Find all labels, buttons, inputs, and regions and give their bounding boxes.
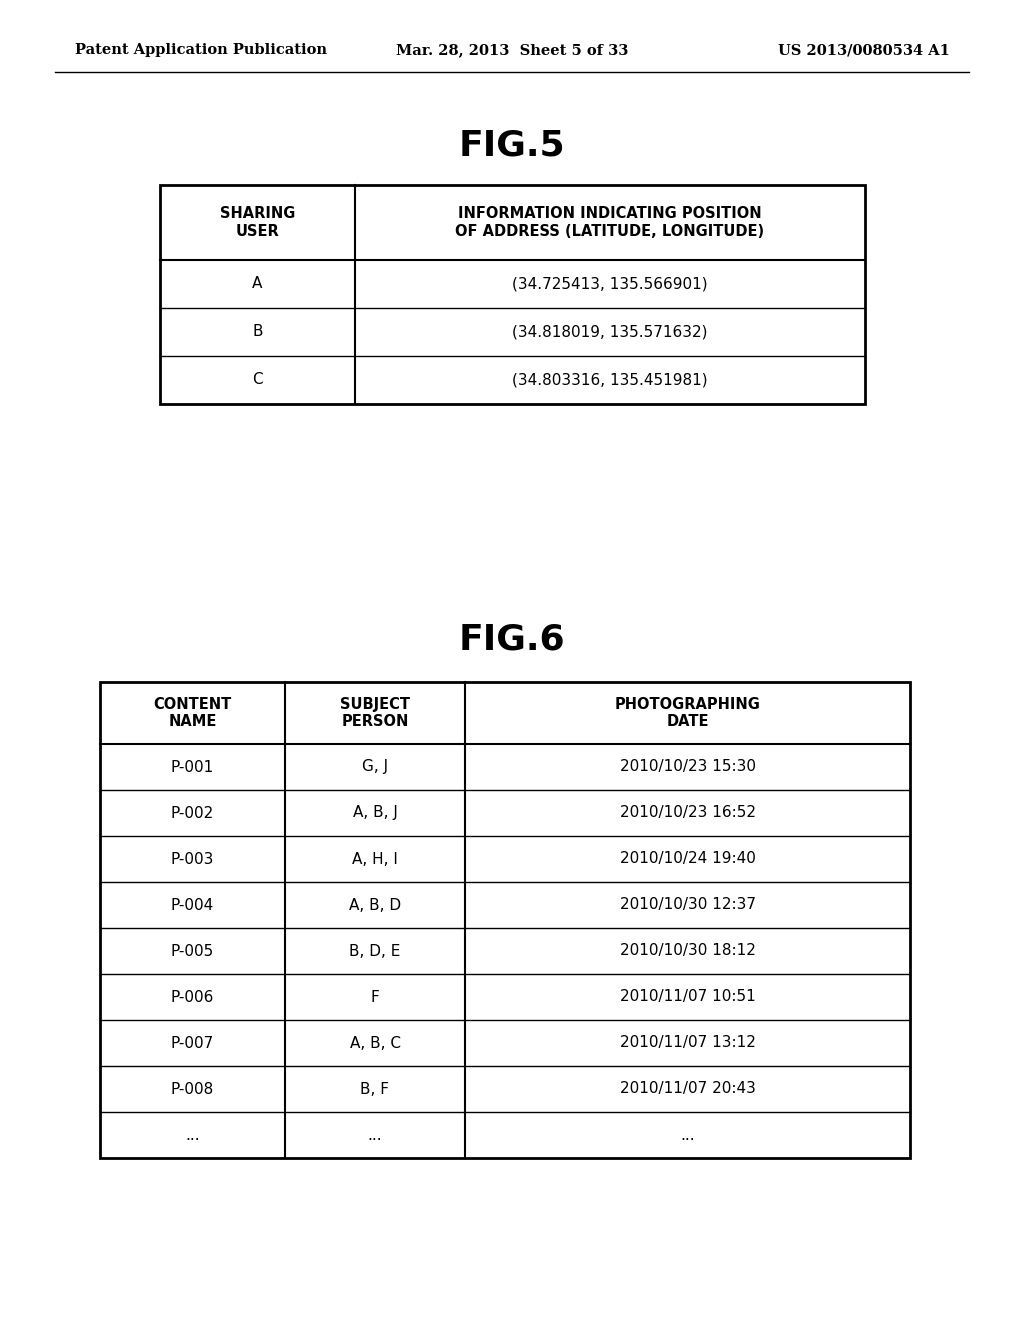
Text: P-005: P-005 xyxy=(171,944,214,958)
Text: SHARING
USER: SHARING USER xyxy=(220,206,295,239)
Text: (34.818019, 135.571632): (34.818019, 135.571632) xyxy=(512,325,708,339)
Text: Mar. 28, 2013  Sheet 5 of 33: Mar. 28, 2013 Sheet 5 of 33 xyxy=(396,44,628,57)
Text: F: F xyxy=(371,990,379,1005)
Text: B, F: B, F xyxy=(360,1081,389,1097)
Text: 2010/11/07 20:43: 2010/11/07 20:43 xyxy=(620,1081,756,1097)
Text: SUBJECT
PERSON: SUBJECT PERSON xyxy=(340,697,410,729)
Text: P-002: P-002 xyxy=(171,805,214,821)
Text: A, B, C: A, B, C xyxy=(349,1035,400,1051)
Text: P-001: P-001 xyxy=(171,759,214,775)
Text: P-008: P-008 xyxy=(171,1081,214,1097)
Text: P-006: P-006 xyxy=(171,990,214,1005)
Text: P-007: P-007 xyxy=(171,1035,214,1051)
Text: 2010/10/23 15:30: 2010/10/23 15:30 xyxy=(620,759,756,775)
Text: ...: ... xyxy=(368,1127,382,1143)
Text: P-003: P-003 xyxy=(171,851,214,866)
Text: 2010/10/30 12:37: 2010/10/30 12:37 xyxy=(620,898,756,912)
Text: G, J: G, J xyxy=(361,759,388,775)
Text: FIG.6: FIG.6 xyxy=(459,623,565,657)
Text: US 2013/0080534 A1: US 2013/0080534 A1 xyxy=(778,44,950,57)
Text: INFORMATION INDICATING POSITION
OF ADDRESS (LATITUDE, LONGITUDE): INFORMATION INDICATING POSITION OF ADDRE… xyxy=(456,206,765,239)
Text: (34.725413, 135.566901): (34.725413, 135.566901) xyxy=(512,276,708,292)
Text: ...: ... xyxy=(185,1127,200,1143)
Bar xyxy=(100,682,910,1158)
Text: A, B, J: A, B, J xyxy=(352,805,397,821)
Text: FIG.5: FIG.5 xyxy=(459,128,565,162)
Text: CONTENT
NAME: CONTENT NAME xyxy=(154,697,231,729)
Text: 2010/10/24 19:40: 2010/10/24 19:40 xyxy=(620,851,756,866)
Text: 2010/11/07 10:51: 2010/11/07 10:51 xyxy=(620,990,756,1005)
Text: A, B, D: A, B, D xyxy=(349,898,401,912)
Text: (34.803316, 135.451981): (34.803316, 135.451981) xyxy=(512,372,708,388)
Bar xyxy=(160,185,865,404)
Text: B: B xyxy=(252,325,263,339)
Text: 2010/10/23 16:52: 2010/10/23 16:52 xyxy=(620,805,756,821)
Text: B, D, E: B, D, E xyxy=(349,944,400,958)
Text: A: A xyxy=(252,276,263,292)
Text: Patent Application Publication: Patent Application Publication xyxy=(75,44,327,57)
Text: A, H, I: A, H, I xyxy=(352,851,398,866)
Text: ...: ... xyxy=(680,1127,695,1143)
Text: PHOTOGRAPHING
DATE: PHOTOGRAPHING DATE xyxy=(614,697,761,729)
Text: 2010/11/07 13:12: 2010/11/07 13:12 xyxy=(620,1035,756,1051)
Text: 2010/10/30 18:12: 2010/10/30 18:12 xyxy=(620,944,756,958)
Text: C: C xyxy=(252,372,263,388)
Text: P-004: P-004 xyxy=(171,898,214,912)
